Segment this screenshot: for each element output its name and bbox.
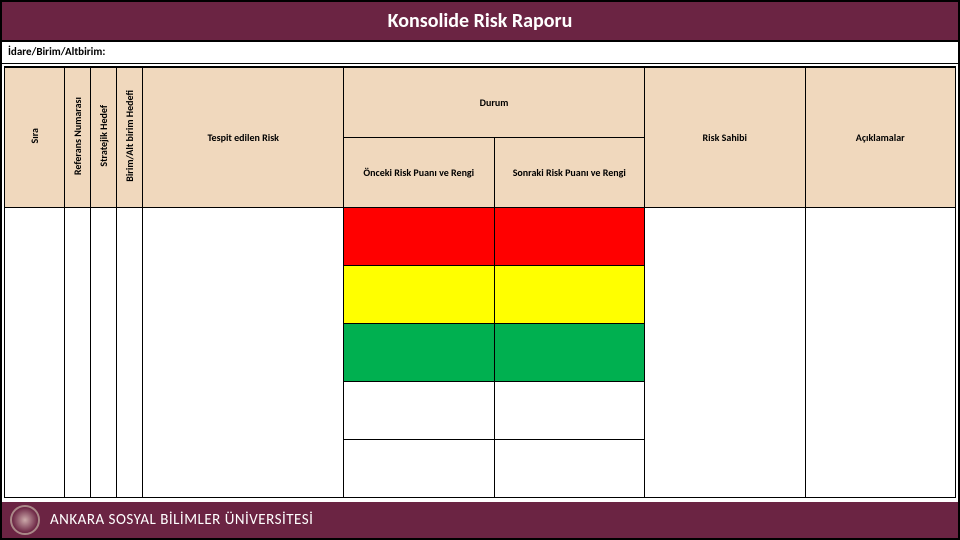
- col-tespit: Tespit edilen Risk: [143, 68, 344, 208]
- footer-bar: ANKARA SOSYAL BİLİMLER ÜNİVERSİTESİ: [2, 502, 958, 538]
- cell-onceki: [344, 208, 494, 498]
- risk-cell-onceki: [344, 208, 493, 266]
- col-strat: Stratejik Hedef: [91, 68, 117, 208]
- university-logo-icon: [10, 505, 40, 535]
- risk-cell-sonraki: [495, 324, 644, 382]
- cell-birim: [117, 208, 143, 498]
- risk-cell-sonraki: [495, 266, 644, 324]
- risk-cell-sonraki: [495, 208, 644, 266]
- col-aciklama: Açıklamalar: [805, 68, 956, 208]
- cell-sonraki: [494, 208, 644, 498]
- subtitle-label: İdare/Birim/Altbirim:: [2, 42, 958, 64]
- footer-text: ANKARA SOSYAL BİLİMLER ÜNİVERSİTESİ: [50, 511, 313, 529]
- cell-aciklama: [805, 208, 956, 498]
- page: Konsolide Risk Raporu İdare/Birim/Altbir…: [0, 0, 960, 540]
- cell-sira: [5, 208, 65, 498]
- col-durum: Durum: [344, 68, 645, 138]
- col-sira: Sıra: [5, 68, 65, 208]
- col-sonraki: Sonraki Risk Puanı ve Rengi: [494, 138, 644, 208]
- col-ref: Referans Numarası: [65, 68, 91, 208]
- cell-tespit: [143, 208, 344, 498]
- page-title: Konsolide Risk Raporu: [2, 2, 958, 42]
- risk-table: Sıra Referans Numarası Stratejik Hedef B…: [4, 67, 956, 498]
- risk-cell-onceki: [344, 266, 493, 324]
- cell-ref: [65, 208, 91, 498]
- risk-cell-onceki: [344, 324, 493, 382]
- risk-cell-blank: [344, 382, 493, 440]
- risk-cell-blank: [344, 440, 493, 497]
- col-birim: Birim/Alt birim Hedefi: [117, 68, 143, 208]
- risk-cell-blank: [495, 382, 644, 440]
- risk-table-wrap: Sıra Referans Numarası Stratejik Hedef B…: [4, 66, 956, 498]
- risk-cell-blank: [495, 440, 644, 497]
- col-sahibi: Risk Sahibi: [645, 68, 806, 208]
- cell-sahibi: [645, 208, 806, 498]
- col-onceki: Önceki Risk Puanı ve Rengi: [344, 138, 494, 208]
- cell-strat: [91, 208, 117, 498]
